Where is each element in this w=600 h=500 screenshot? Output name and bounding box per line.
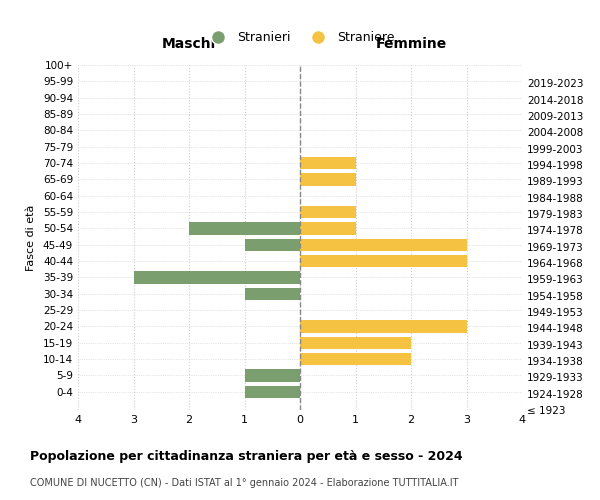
Text: Maschi: Maschi — [162, 37, 216, 51]
Bar — [133, 272, 300, 283]
Bar — [300, 174, 355, 186]
Text: COMUNE DI NUCETTO (CN) - Dati ISTAT al 1° gennaio 2024 - Elaborazione TUTTITALIA: COMUNE DI NUCETTO (CN) - Dati ISTAT al 1… — [30, 478, 458, 488]
Bar — [300, 206, 355, 218]
Text: Popolazione per cittadinanza straniera per età e sesso - 2024: Popolazione per cittadinanza straniera p… — [30, 450, 463, 463]
Bar — [300, 320, 467, 332]
Bar — [300, 255, 467, 267]
Bar — [245, 238, 300, 251]
Bar — [300, 238, 467, 251]
Bar — [189, 222, 300, 234]
Bar — [300, 157, 355, 169]
Y-axis label: Fasce di età: Fasce di età — [26, 204, 36, 270]
Bar — [245, 370, 300, 382]
Legend: Stranieri, Straniere: Stranieri, Straniere — [201, 26, 399, 50]
Bar — [245, 386, 300, 398]
Bar — [300, 222, 355, 234]
Text: Femmine: Femmine — [376, 37, 446, 51]
Bar — [300, 336, 411, 349]
Bar — [300, 353, 411, 366]
Bar — [245, 288, 300, 300]
